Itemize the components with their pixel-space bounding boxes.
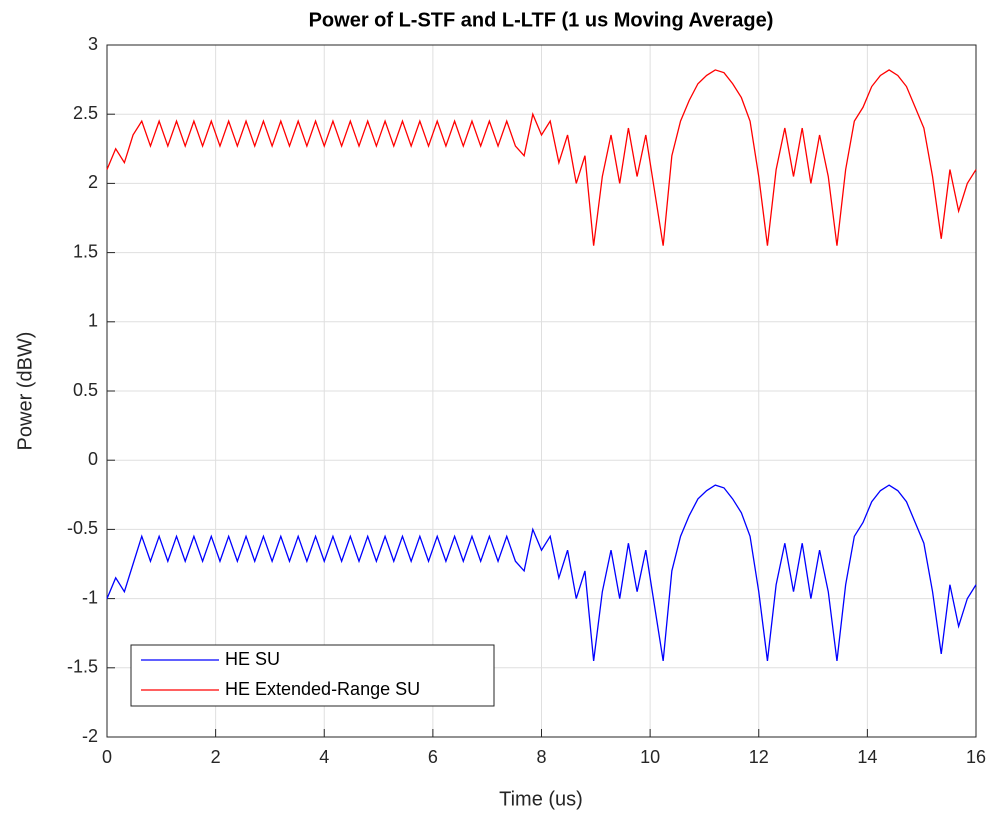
y-tick-label: -1: [82, 587, 98, 607]
x-tick-label: 14: [857, 747, 877, 767]
y-tick-label: 1: [88, 311, 98, 331]
x-tick-label: 8: [536, 747, 546, 767]
legend-box: [130, 644, 495, 707]
chart-title: Power of L-STF and L-LTF (1 us Moving Av…: [309, 9, 774, 31]
legend-label: HE SU: [225, 649, 280, 669]
x-axis-label: Time (us): [499, 788, 583, 810]
x-tick-label: 10: [640, 747, 660, 767]
y-axis-label: Power (dBW): [14, 332, 36, 451]
y-tick-label: 0: [88, 449, 98, 469]
x-tick-label: 16: [966, 747, 986, 767]
y-tick-label: -1.5: [67, 657, 98, 677]
x-tick-label: 2: [211, 747, 221, 767]
y-tick-label: -0.5: [67, 518, 98, 538]
y-tick-label: -2: [82, 726, 98, 746]
data-line: [106, 484, 977, 661]
x-tick-label: 0: [102, 747, 112, 767]
legend-label: HE Extended-Range SU: [225, 679, 420, 699]
y-tick-label: 2: [88, 172, 98, 192]
x-tick-label: 12: [749, 747, 769, 767]
y-tick-label: 1.5: [73, 241, 98, 261]
plot-frame: [106, 44, 977, 738]
data-line: [106, 69, 977, 246]
x-tick-label: 6: [428, 747, 438, 767]
x-tick-label: 4: [319, 747, 329, 767]
y-tick-label: 2.5: [73, 103, 98, 123]
y-tick-label: 0.5: [73, 380, 98, 400]
y-tick-label: 3: [88, 34, 98, 54]
